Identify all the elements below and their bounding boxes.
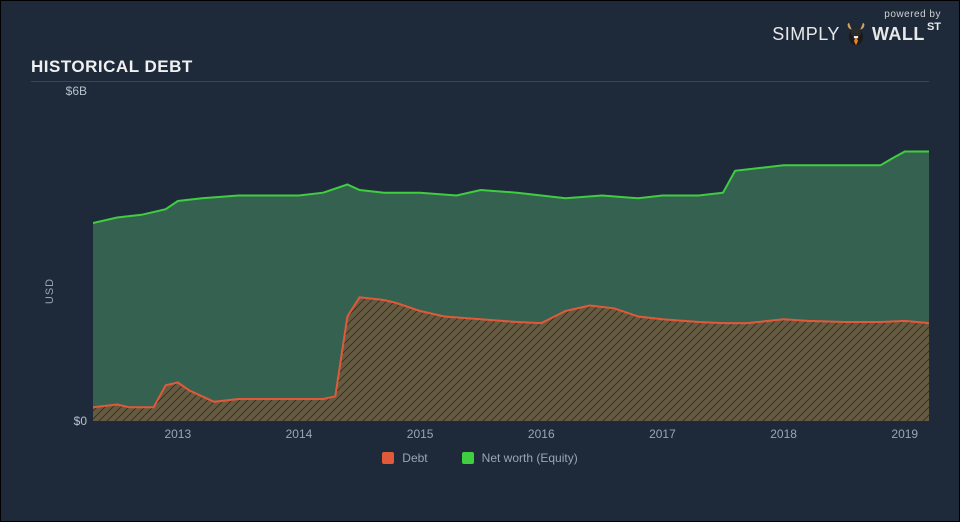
legend: Debt Net worth (Equity): [31, 451, 929, 465]
brand-st: ST: [927, 22, 941, 33]
chart-svg: [93, 91, 929, 421]
x-tick-label: 2018: [770, 421, 797, 441]
chart-container: USD $6B$02013201420152016201720182019 De…: [31, 91, 929, 491]
legend-label: Net worth (Equity): [482, 451, 578, 465]
x-tick-label: 2017: [649, 421, 676, 441]
x-tick-label: 2016: [528, 421, 555, 441]
brand-logo: powered by SIMPLY WALL ST: [772, 9, 941, 48]
y-axis-label: USD: [44, 278, 56, 304]
brand-wall: WALL: [872, 25, 925, 43]
y-tick-label: $0: [43, 414, 87, 428]
powered-by-label: powered by: [772, 9, 941, 20]
legend-item: Debt: [382, 451, 427, 465]
brand-row: SIMPLY WALL ST: [772, 20, 941, 48]
x-tick-label: 2014: [286, 421, 313, 441]
legend-swatch: [382, 452, 394, 464]
brand-simply: SIMPLY: [772, 25, 840, 43]
chart-title: HISTORICAL DEBT: [31, 57, 193, 77]
x-tick-label: 2013: [164, 421, 191, 441]
title-rule: [31, 81, 929, 82]
y-tick-label: $6B: [43, 84, 87, 98]
bull-icon: [842, 20, 870, 48]
plot-area: $6B$02013201420152016201720182019: [93, 91, 929, 421]
legend-label: Debt: [402, 451, 427, 465]
legend-item: Net worth (Equity): [462, 451, 578, 465]
x-tick-label: 2015: [407, 421, 434, 441]
x-tick-label: 2019: [891, 421, 918, 441]
legend-swatch: [462, 452, 474, 464]
